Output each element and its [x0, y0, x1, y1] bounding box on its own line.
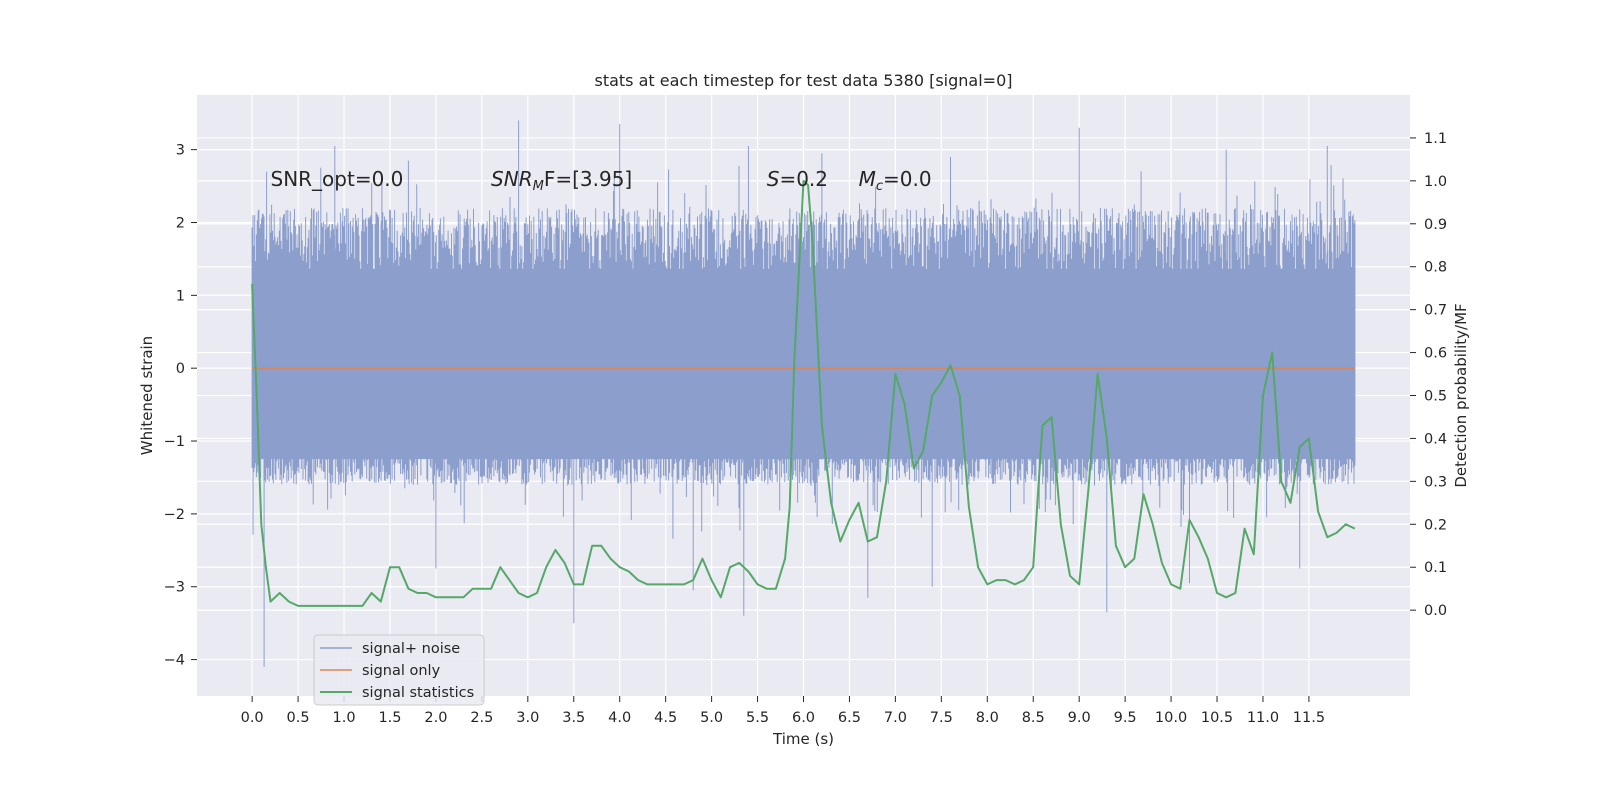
annotation-1: SNRMF=[3.95]: [491, 167, 632, 194]
annotations: SNR_opt=0.0 SNRMF=[3.95] S=0.2 Mc=0.0: [271, 167, 932, 194]
x-tick-label: 10.5: [1201, 710, 1233, 726]
y2-tick-label: 0.7: [1424, 303, 1447, 319]
noise-series: [251, 120, 1356, 667]
annotation-subscript: M: [533, 179, 544, 194]
y-tick-label: 1: [176, 288, 185, 304]
annotation-value: =0.2: [779, 167, 828, 191]
y2-tick-label: 0.8: [1424, 260, 1447, 276]
y2-tick-label: 0.4: [1424, 431, 1447, 447]
x-tick-label: 2.5: [470, 710, 493, 726]
x-tick-label: 4.5: [654, 710, 677, 726]
legend-entry-signal-statistics: signal statistics: [362, 685, 474, 701]
x-tick-label: 6.5: [838, 710, 861, 726]
x-tick-label: 11.5: [1293, 710, 1325, 726]
tick-labels: 0.0 0.5 1.0 1.5 2.0 2.5 3.0 3.5 4.0 4.5 5.0 5.5 6.0 6…: [164, 131, 1447, 726]
x-tick-label: 3.0: [516, 710, 539, 726]
y2-tick-label: 0.5: [1424, 389, 1447, 405]
y-tick-label: −3: [164, 580, 185, 596]
legend-box: [313, 634, 485, 706]
y-axis-label: Whitened strain: [138, 336, 156, 455]
y-tick-label: 2: [176, 215, 185, 231]
annotation-text: SNR_opt=0.0: [271, 167, 404, 191]
x-tick-label: 11.0: [1247, 710, 1279, 726]
y2-tick-label: 1.0: [1424, 174, 1447, 190]
x-axis-label: Time (s): [772, 730, 834, 748]
y2-tick-label: 1.1: [1424, 131, 1447, 147]
y2-axis-label: Detection probability/MF: [1452, 303, 1470, 487]
x-tick-label: 4.0: [608, 710, 631, 726]
y2-tick-label: 0.9: [1424, 217, 1447, 233]
y2-tick-label: 0.3: [1424, 474, 1447, 490]
x-tick-label: 1.5: [378, 710, 401, 726]
annotation-0: SNR_opt=0.0: [271, 167, 404, 191]
x-tick-label: 5.5: [746, 710, 769, 726]
x-tick-label: 1.0: [332, 710, 355, 726]
x-tick-label: 6.0: [792, 710, 815, 726]
x-tick-label: 10.0: [1155, 710, 1187, 726]
x-tick-label: 3.5: [562, 710, 585, 726]
y-tick-label: −2: [164, 507, 185, 523]
legend-entry-signal-noise: signal+ noise: [362, 641, 460, 657]
chart-title: stats at each timestep for test data 538…: [594, 71, 1012, 90]
y-tick-label: −4: [164, 653, 185, 669]
annotation-3: Mc=0.0: [859, 167, 932, 194]
x-tick-label: 5.0: [700, 710, 723, 726]
annotation-text: M: [859, 167, 876, 191]
y-tick-label: 0: [176, 361, 185, 377]
line-series: [251, 179, 1356, 607]
x-tick-label: 0.5: [287, 710, 310, 726]
y-tick-label: 3: [176, 143, 185, 159]
x-tick-label: 7.5: [930, 710, 953, 726]
y2-tick-label: 0.6: [1424, 346, 1447, 362]
annotation-text: S: [767, 167, 780, 191]
x-tick-label: 8.5: [1022, 710, 1045, 726]
annotation-2: S=0.2: [767, 167, 828, 191]
x-tick-label: 8.0: [976, 710, 999, 726]
x-tick-label: 9.0: [1068, 710, 1091, 726]
x-tick-label: 0.0: [241, 710, 264, 726]
x-tick-label: 2.0: [424, 710, 447, 726]
annotation-subscript: c: [876, 179, 883, 194]
legend-entry-signal-only: signal only: [362, 663, 441, 679]
x-tick-label: 7.0: [884, 710, 907, 726]
annotation-value: =0.0: [883, 167, 932, 191]
series-signal-statistics: [251, 179, 1356, 607]
annotation-value: F=[3.95]: [544, 167, 632, 191]
x-tick-label: 9.5: [1114, 710, 1137, 726]
y2-tick-label: 0.2: [1424, 517, 1447, 533]
annotation-text: SNR: [491, 167, 533, 191]
y2-tick-label: 0.1: [1424, 560, 1447, 576]
y-tick-label: −1: [164, 434, 185, 450]
y2-tick-label: 0.0: [1424, 603, 1447, 619]
legend: signal+ noise signal only signal statist…: [313, 634, 485, 706]
